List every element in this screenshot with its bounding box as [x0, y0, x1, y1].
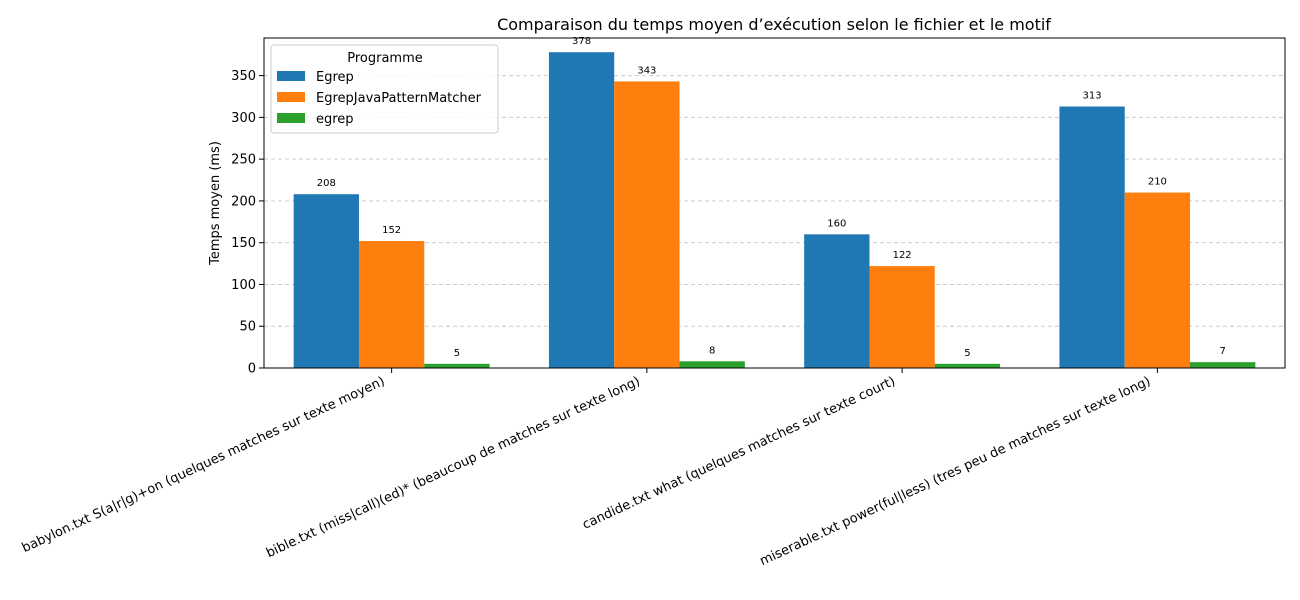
- bar-egrep: [548, 52, 615, 369]
- y-tick-label: 150: [231, 236, 256, 251]
- data-label: 8: [709, 345, 715, 356]
- bar-egrep: [293, 194, 359, 368]
- legend-swatch-egrep: [277, 113, 305, 123]
- data-label: 378: [572, 36, 591, 47]
- x-tick-label: candide.txt what (quelques matches sur t…: [580, 374, 898, 533]
- y-tick-label: 250: [231, 153, 256, 168]
- data-label: 5: [964, 348, 970, 359]
- y-tick-label: 350: [231, 69, 256, 84]
- y-axis-label: Temps moyen (ms): [208, 141, 223, 266]
- bar-egrep: [804, 234, 870, 368]
- bar-egrep: [934, 363, 1001, 368]
- data-label: 7: [1219, 346, 1225, 357]
- bar-egrepjavapatternmatcher: [614, 81, 680, 368]
- legend: Programme Egrep EgrepJavaPatternMatcher eg…: [270, 44, 499, 134]
- bars: 208 152 5 378 343 8 160 122 5 313 210 7: [293, 36, 1256, 369]
- data-label: 122: [893, 250, 912, 261]
- y-tick-label: 0: [248, 362, 256, 377]
- data-label: 160: [827, 218, 846, 229]
- legend-item-egrep: Egrep: [316, 70, 354, 85]
- bar-egrep: [1190, 362, 1256, 368]
- y-tick-label: 100: [231, 278, 256, 293]
- data-label: 208: [317, 178, 336, 189]
- y-axis: 0 50 100 150 200 250 300 350: [231, 69, 264, 377]
- chart-title: Comparaison du temps moyen d’exécution s…: [497, 15, 1051, 34]
- legend-item-egrepjavapatternmatcher: EgrepJavaPatternMatcher: [316, 91, 482, 106]
- legend-swatch-egrepjavapatternmatcher: [277, 92, 305, 102]
- data-label: 343: [637, 65, 656, 76]
- bar-egrep: [679, 361, 745, 368]
- legend-box: [270, 44, 499, 134]
- y-tick-label: 200: [231, 194, 256, 209]
- bar-egrepjavapatternmatcher: [869, 266, 935, 368]
- bar-egrep: [424, 363, 490, 368]
- plot-frame: [263, 37, 1286, 369]
- y-tick-label: 50: [239, 320, 256, 335]
- legend-item-egrep: egrep: [316, 112, 354, 127]
- bar-egrepjavapatternmatcher: [1124, 192, 1191, 368]
- data-label: 5: [454, 348, 460, 359]
- legend-swatch-egrep: [277, 71, 305, 81]
- y-tick-label: 300: [231, 111, 256, 126]
- data-label: 313: [1083, 91, 1102, 102]
- x-axis: babylon.txt S(a|r|g)+on (quelques matche…: [20, 368, 1158, 569]
- bar-egrep: [1059, 106, 1125, 368]
- legend-title: Programme: [347, 51, 423, 66]
- data-label: 152: [382, 225, 401, 236]
- x-tick-label: miserable.txt power(ful|less) (tres peu …: [758, 374, 1153, 569]
- data-label: 210: [1148, 177, 1167, 188]
- bar-egrepjavapatternmatcher: [358, 241, 425, 368]
